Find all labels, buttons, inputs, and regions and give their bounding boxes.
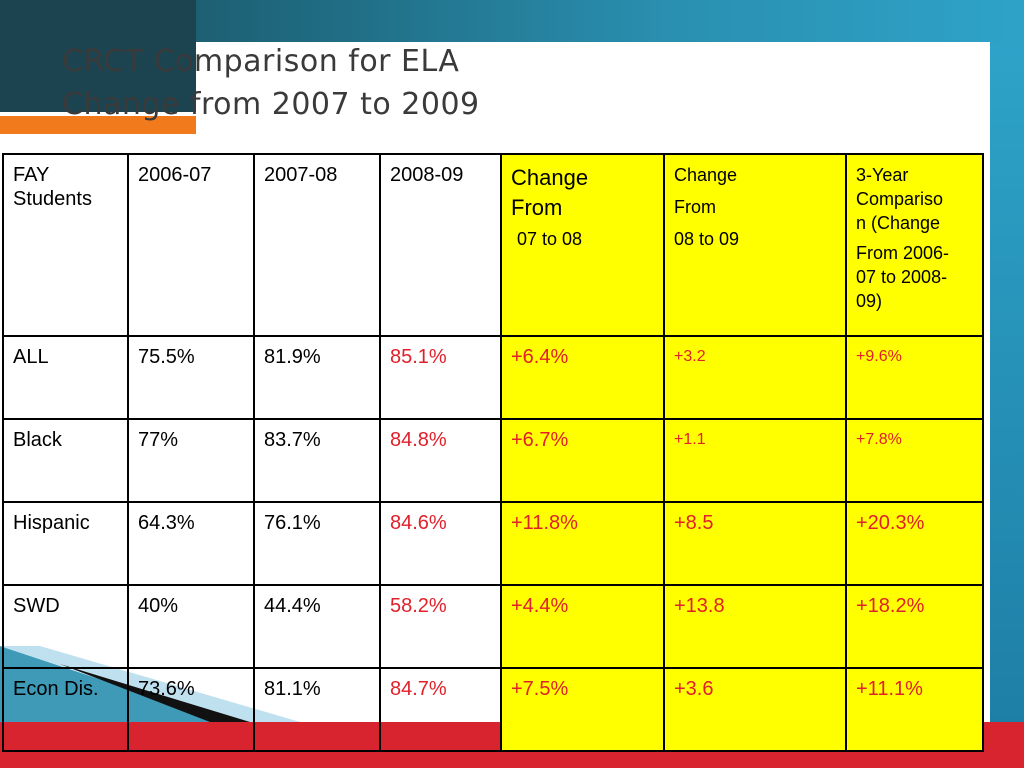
cell-change-3yr: +7.8% (845, 418, 984, 503)
header-2006-07: 2006-07 (127, 153, 255, 337)
cell-change-08-09: +8.5 (663, 501, 847, 586)
cell-2007-08: 81.9% (253, 335, 381, 420)
header-text: Change (674, 165, 738, 185)
cell-group: Econ Dis. (2, 667, 129, 752)
cell-2007-08: 83.7% (253, 418, 381, 503)
header-change-08-09: Change From 08 to 09 (663, 153, 847, 337)
title-line-1: CRCT Comparison for ELA (62, 44, 460, 79)
cell-2008-09: 84.6% (379, 501, 502, 586)
title-line-2: Change from 2007 to 2009 (62, 87, 480, 122)
header-text: n (Change (856, 213, 941, 233)
table-row: Hispanic 64.3% 76.1% 84.6% +11.8% +8.5 +… (2, 501, 984, 586)
cell-group: Black (2, 418, 129, 503)
orange-accent-bar (0, 116, 196, 134)
header-change-07-08: Change From 07 to 08 (500, 153, 665, 337)
cell-change-08-09: +3.2 (663, 335, 847, 420)
cell-group: Hispanic (2, 501, 129, 586)
comparison-table: FAY Students 2006-07 2007-08 2008-09 Cha… (2, 153, 984, 752)
cell-group: SWD (2, 584, 129, 669)
corner-block (0, 0, 196, 112)
cell-2006-07: 73.6% (127, 667, 255, 752)
table-header-row: FAY Students 2006-07 2007-08 2008-09 Cha… (2, 153, 984, 337)
table-row: SWD 40% 44.4% 58.2% +4.4% +13.8 +18.2% (2, 584, 984, 669)
cell-change-07-08: +6.7% (500, 418, 665, 503)
slide-title: CRCT Comparison for ELA Change from 2007… (62, 40, 480, 126)
cell-2006-07: 75.5% (127, 335, 255, 420)
cell-2008-09: 58.2% (379, 584, 502, 669)
header-text: From 2006- (856, 243, 950, 263)
cell-2006-07: 40% (127, 584, 255, 669)
header-text: 07 to 08 (517, 229, 583, 249)
cell-2007-08: 44.4% (253, 584, 381, 669)
cell-change-07-08: +4.4% (500, 584, 665, 669)
header-text: 3-Year (856, 165, 909, 185)
header-2008-09: 2008-09 (379, 153, 502, 337)
cell-2007-08: 81.1% (253, 667, 381, 752)
cell-change-08-09: +13.8 (663, 584, 847, 669)
cell-change-07-08: +7.5% (500, 667, 665, 752)
cell-change-08-09: +1.1 (663, 418, 847, 503)
cell-2008-09: 84.7% (379, 667, 502, 752)
cell-group: ALL (2, 335, 129, 420)
cell-2007-08: 76.1% (253, 501, 381, 586)
cell-change-3yr: +18.2% (845, 584, 984, 669)
header-text: From (511, 195, 563, 220)
header-text: Students (13, 188, 92, 210)
header-text: Change (511, 165, 589, 190)
header-text: FAY (13, 164, 50, 186)
right-accent-strip (990, 42, 1024, 722)
header-text: From (674, 197, 716, 217)
cell-change-3yr: +20.3% (845, 501, 984, 586)
header-text: 07 to 2008- (856, 267, 948, 287)
table-row: Econ Dis. 73.6% 81.1% 84.7% +7.5% +3.6 +… (2, 667, 984, 752)
cell-2006-07: 77% (127, 418, 255, 503)
cell-change-07-08: +11.8% (500, 501, 665, 586)
header-text: Compariso (856, 189, 944, 209)
header-fay-students: FAY Students (2, 153, 129, 337)
cell-2006-07: 64.3% (127, 501, 255, 586)
cell-2008-09: 85.1% (379, 335, 502, 420)
header-3yr-comparison: 3-Year Compariso n (Change From 2006- 07… (845, 153, 984, 337)
cell-change-08-09: +3.6 (663, 667, 847, 752)
table-row: ALL 75.5% 81.9% 85.1% +6.4% +3.2 +9.6% (2, 335, 984, 420)
header-2007-08: 2007-08 (253, 153, 381, 337)
header-text: 09) (856, 291, 883, 311)
cell-change-07-08: +6.4% (500, 335, 665, 420)
table-row: Black 77% 83.7% 84.8% +6.7% +1.1 +7.8% (2, 418, 984, 503)
cell-change-3yr: +11.1% (845, 667, 984, 752)
cell-2008-09: 84.8% (379, 418, 502, 503)
header-text: 08 to 09 (674, 229, 740, 249)
cell-change-3yr: +9.6% (845, 335, 984, 420)
